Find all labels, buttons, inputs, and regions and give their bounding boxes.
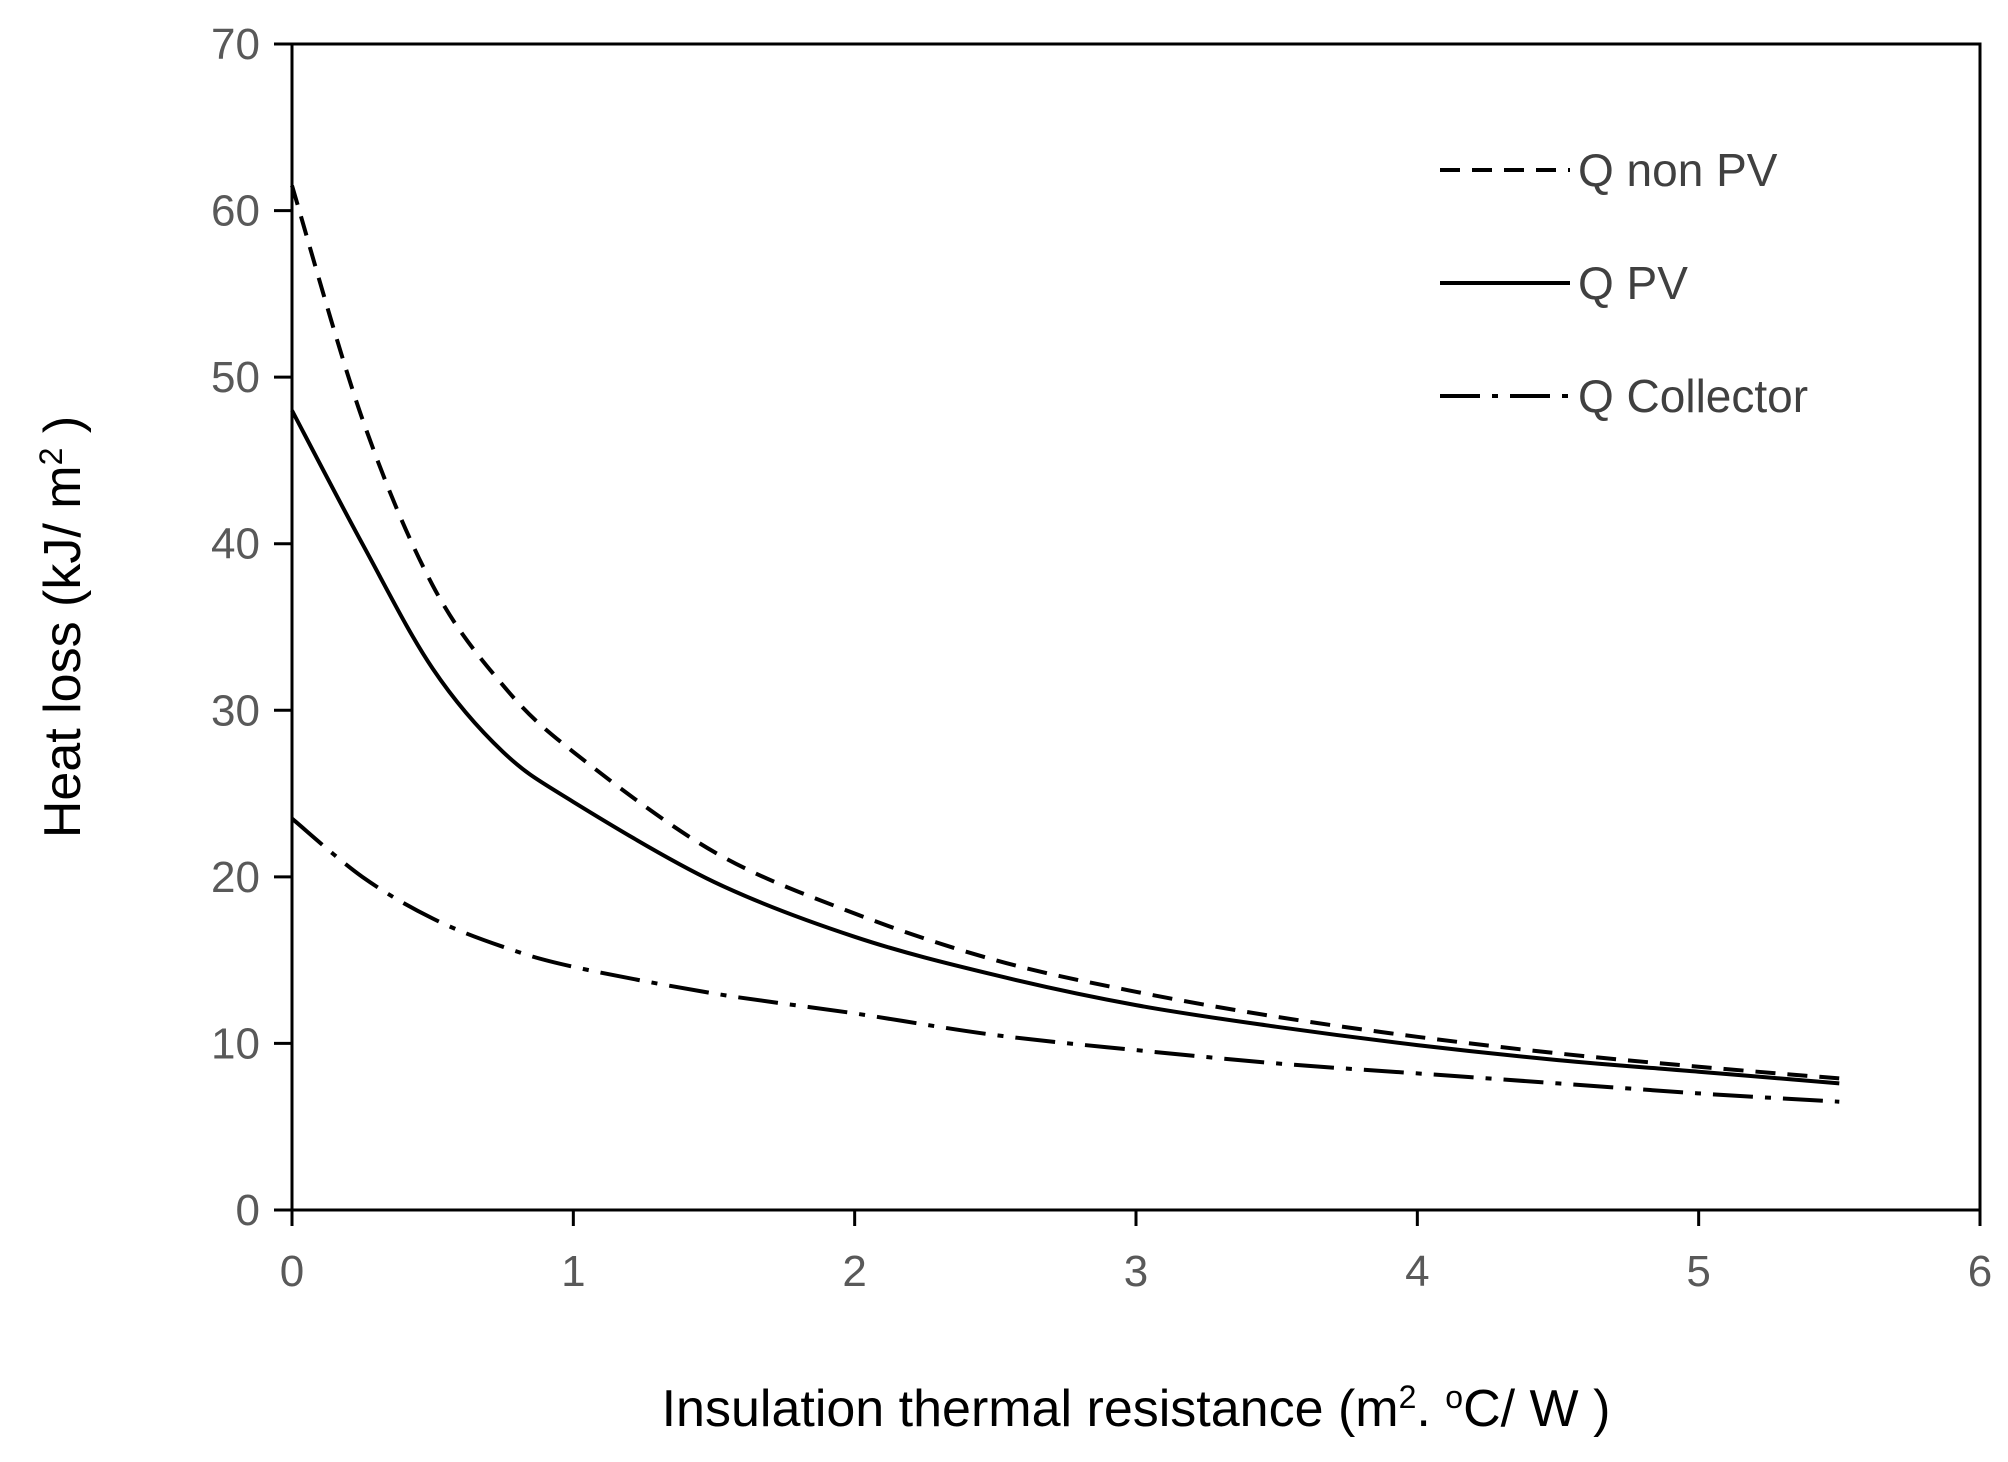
legend-label-q-non-pv: Q non PV	[1578, 144, 1778, 196]
series-line-q-collector	[290, 817, 1840, 1104]
x-tick-label: 4	[1405, 1247, 1429, 1296]
y-tick-label: 40	[211, 520, 260, 569]
legend: Q non PV Q PV Q Collector	[1440, 144, 1808, 422]
x-axis-ticks: 0 1 2 3 4 5 6	[280, 1210, 1992, 1296]
x-axis-title: Insulation thermal resistance (m2. oC/ W…	[662, 1379, 1611, 1438]
series-layer	[290, 185, 1840, 1104]
y-tick-label: 10	[211, 1019, 260, 1068]
x-tick-label: 6	[1968, 1247, 1992, 1296]
y-tick-label: 60	[211, 187, 260, 236]
plot-frame	[290, 42, 1982, 1212]
x-tick-label: 5	[1686, 1247, 1710, 1296]
series-line-q-pv	[290, 409, 1840, 1086]
legend-label-q-collector: Q Collector	[1578, 370, 1808, 422]
y-tick-label: 30	[211, 686, 260, 735]
y-tick-label: 0	[236, 1186, 260, 1235]
y-axis-title: Heat loss (kJ/ m2 )	[33, 416, 92, 838]
x-tick-label: 0	[280, 1247, 304, 1296]
y-tick-label: 70	[211, 20, 260, 69]
y-tick-label: 20	[211, 853, 260, 902]
series-line-q-non-pv	[290, 185, 1840, 1081]
legend-label-q-pv: Q PV	[1578, 257, 1688, 309]
x-tick-label: 1	[561, 1247, 585, 1296]
x-tick-label: 3	[1124, 1247, 1148, 1296]
y-axis-ticks: 0 10 20 30 40 50 60 70	[211, 20, 292, 1235]
x-tick-label: 2	[842, 1247, 866, 1296]
y-tick-label: 50	[211, 353, 260, 402]
